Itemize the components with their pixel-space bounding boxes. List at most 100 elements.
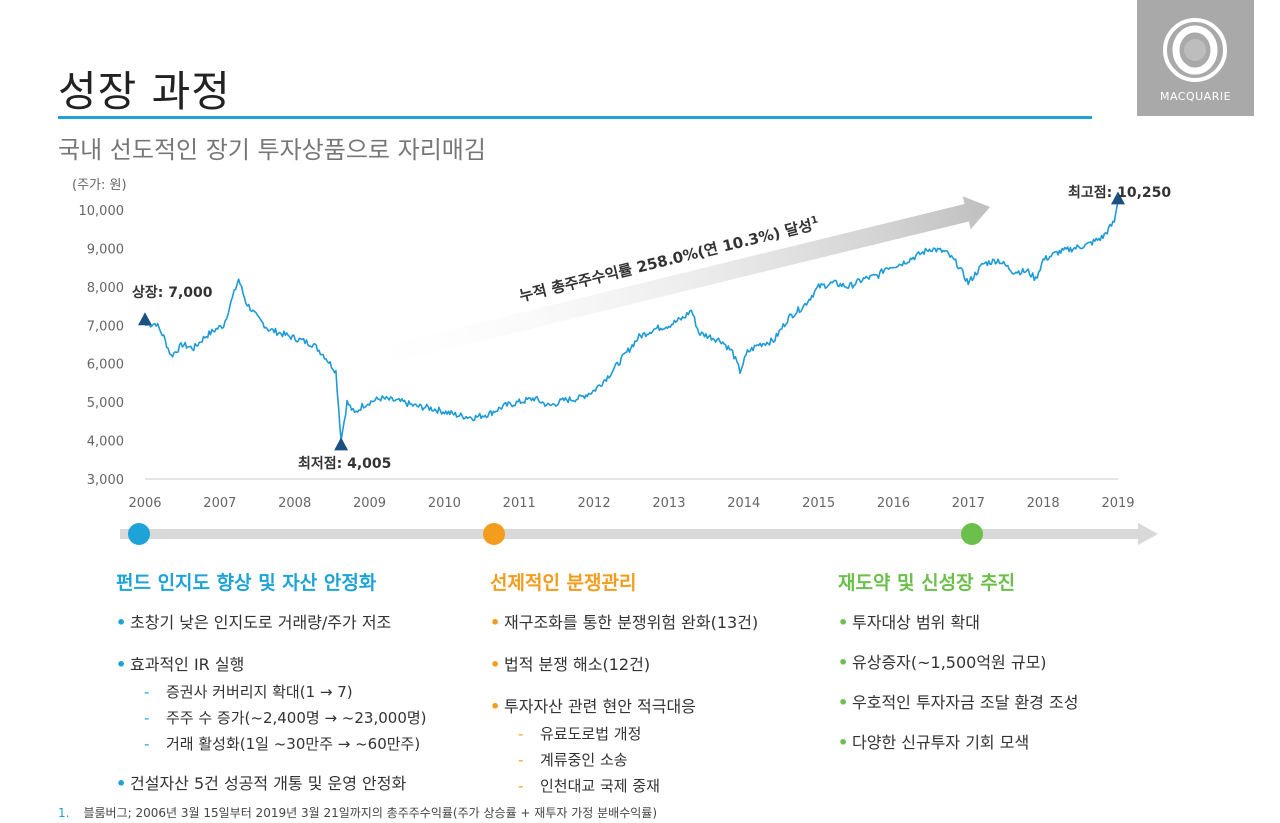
- y-tick-label: 7,000: [87, 319, 124, 334]
- bullet-text: 초창기 낮은 인지도로 거래량/주가 저조: [130, 613, 392, 632]
- sub-text: 인천대교 국제 중재: [540, 777, 660, 795]
- timeline-track: [120, 529, 1140, 539]
- bullet-dot: •: [116, 774, 127, 793]
- x-tick-label: 2018: [1027, 496, 1060, 511]
- macquarie-logo: MACQUARIE: [1137, 0, 1254, 116]
- bullet-text: 유상증자(~1,500억원 규모): [852, 653, 1047, 672]
- bullet-item: • 재구조화를 통한 분쟁위험 완화(13건): [490, 609, 870, 633]
- bullet-text: 우호적인 투자자금 조달 환경 조성: [852, 693, 1079, 712]
- footnote-marker: 1: [810, 214, 819, 226]
- bullet-item: • 유상증자(~1,500억원 규모): [838, 649, 1218, 673]
- y-axis-label: (주가: 원): [72, 178, 127, 193]
- price-series-line: [144, 200, 1119, 442]
- bullet-item: • 효과적인 IR 실행: [116, 651, 496, 675]
- footnote-number: 1.: [58, 806, 70, 820]
- x-tick-label: 2015: [802, 496, 835, 511]
- footnote: 1. 블룸버그; 2006년 3월 15일부터 2019년 3월 21일까지의 총…: [58, 804, 657, 821]
- sub-text: 증권사 커버리지 확대(1 → 7): [166, 683, 353, 701]
- high-label: 최고점: 10,250: [1068, 184, 1171, 201]
- bullet-dot: •: [116, 613, 127, 632]
- column-new-growth: 재도약 및 신성장 추진 • 투자대상 범위 확대 • 유상증자(~1,500억원 규모…: [838, 568, 1218, 769]
- sub-item: - 계류중인 소송: [518, 749, 870, 770]
- low-label: 최저점: 4,005: [298, 455, 391, 472]
- bullet-text: 재구조화를 통한 분쟁위험 완화(13건): [504, 613, 759, 632]
- sub-item: - 인천대교 국제 중재: [518, 775, 870, 796]
- sub-text: 유료도로법 개정: [540, 725, 642, 743]
- bullet-dot: •: [490, 613, 501, 632]
- sub-text: 계류중인 소송: [540, 751, 628, 769]
- sub-dash: -: [144, 683, 150, 701]
- bullet-text: 다양한 신규투자 기회 모색: [852, 733, 1030, 752]
- column-dispute-management: 선제적인 분쟁관리 • 재구조화를 통한 분쟁위험 완화(13건) • 법적 분쟁 해소…: [490, 568, 870, 812]
- x-tick-label: 2017: [952, 496, 985, 511]
- sub-text: 거래 활성화(1일 ~30만주 → ~60만주): [166, 735, 421, 753]
- bullet-text: 법적 분쟁 해소(12건): [504, 655, 651, 674]
- bullet-dot: •: [490, 697, 501, 716]
- bullet-item: • 우호적인 투자자금 조달 환경 조성: [838, 689, 1218, 713]
- stock-price-chart: 누적 총주주수익률 258.0%(연 10.3%) 달성1 (주가: 원) 3,0…: [72, 178, 1171, 545]
- return-arrow: 누적 총주주수익률 258.0%(연 10.3%) 달성1: [342, 196, 990, 374]
- bullet-text: 투자자산 관련 현안 적극대응: [504, 697, 696, 716]
- timeline-arrowhead: [1138, 523, 1158, 545]
- bullet-item: • 법적 분쟁 해소(12건): [490, 651, 870, 675]
- y-tick-label: 4,000: [87, 435, 124, 450]
- title-divider: [58, 116, 1092, 119]
- logo-ring-icon: [1163, 18, 1227, 82]
- sub-item: - 주주 수 증가(~2,400명 → ~23,000명): [144, 707, 496, 728]
- y-tick-label: 9,000: [87, 242, 124, 257]
- bullet-text: 효과적인 IR 실행: [130, 655, 245, 674]
- return-arrow-shape: [342, 196, 990, 374]
- y-tick-label: 6,000: [87, 358, 124, 373]
- bullet-item: • 다양한 신규투자 기회 모색: [838, 729, 1218, 753]
- x-tick-label: 2007: [203, 496, 236, 511]
- column-heading: 선제적인 분쟁관리: [490, 572, 637, 594]
- x-tick-label: 2011: [503, 496, 536, 511]
- bullet-text: 건설자산 5건 성공적 개통 및 운영 안정화: [130, 774, 407, 793]
- column-heading: 재도약 및 신성장 추진: [838, 572, 1016, 594]
- bullet-text: 투자대상 범위 확대: [852, 613, 980, 632]
- sub-dash: -: [518, 777, 524, 795]
- bullet-item: • 투자대상 범위 확대: [838, 609, 1218, 633]
- x-tick-label: 2016: [877, 496, 910, 511]
- bullet-dot: •: [116, 655, 127, 674]
- bullet-dot: •: [490, 655, 501, 674]
- x-tick-label: 2009: [353, 496, 386, 511]
- bullet-item: • 투자자산 관련 현안 적극대응: [490, 693, 870, 717]
- timeline-dot: [961, 523, 983, 545]
- x-tick-label: 2008: [278, 496, 311, 511]
- page-subtitle: 국내 선도적인 장기 투자상품으로 자리매김: [58, 136, 486, 164]
- x-tick-label: 2019: [1101, 496, 1134, 511]
- y-tick-label: 3,000: [87, 473, 124, 488]
- x-tick-label: 2006: [128, 496, 161, 511]
- sub-item: - 거래 활성화(1일 ~30만주 → ~60만주): [144, 733, 496, 754]
- timeline-dot: [483, 523, 505, 545]
- bullet-dot: •: [838, 613, 849, 632]
- timeline-dot: [128, 523, 150, 545]
- y-tick-label: 8,000: [87, 281, 124, 296]
- high-marker: [1111, 191, 1125, 205]
- column-fund-awareness: 펀드 인지도 향상 및 자산 안정화 • 초창기 낮은 인지도로 거래량/주가 저조…: [116, 568, 496, 812]
- sub-text: 주주 수 증가(~2,400명 → ~23,000명): [166, 709, 427, 727]
- x-tick-label: 2010: [428, 496, 461, 511]
- bullet-item: • 건설자산 5건 성공적 개통 및 운영 안정화: [116, 770, 496, 794]
- logo-text: MACQUARIE: [1159, 90, 1232, 103]
- bullet-dot: •: [838, 693, 849, 712]
- sub-item: - 증권사 커버리지 확대(1 → 7): [144, 681, 496, 702]
- footnote-text: 블룸버그; 2006년 3월 15일부터 2019년 3월 21일까지의 총주주…: [83, 806, 658, 820]
- x-tick-label: 2012: [578, 496, 611, 511]
- y-tick-label: 10,000: [79, 204, 125, 219]
- low-marker: [334, 437, 349, 451]
- bullet-dot: •: [838, 733, 849, 752]
- listing-marker: [138, 312, 152, 326]
- sub-item: - 유료도로법 개정: [518, 723, 870, 744]
- bullet-item: • 초창기 낮은 인지도로 거래량/주가 저조: [116, 609, 496, 633]
- bullet-dot: •: [838, 653, 849, 672]
- column-heading: 펀드 인지도 향상 및 자산 안정화: [116, 572, 377, 594]
- sub-dash: -: [144, 709, 150, 727]
- x-tick-label: 2014: [727, 496, 760, 511]
- x-tick-label: 2013: [652, 496, 685, 511]
- sub-dash: -: [518, 725, 524, 743]
- listing-label: 상장: 7,000: [132, 284, 213, 301]
- y-tick-label: 5,000: [87, 396, 124, 411]
- page-title: 성장 과정: [58, 67, 231, 116]
